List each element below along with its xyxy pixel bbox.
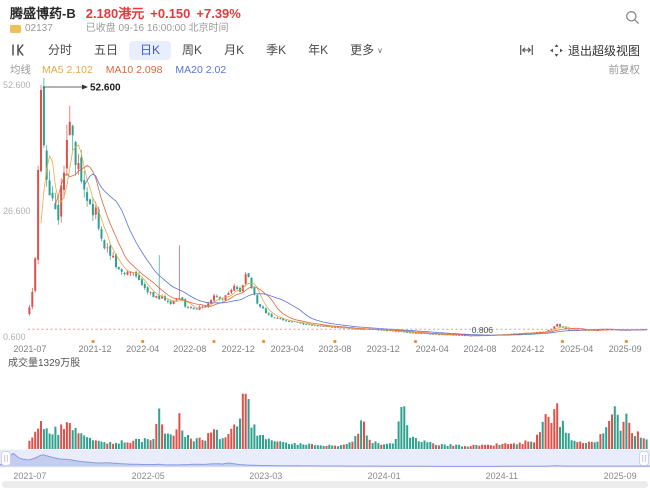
svg-text:26.600: 26.600 (3, 206, 31, 216)
svg-text:2024-11: 2024-11 (486, 471, 518, 481)
ma-indicator-list: MA5 2.102 MA10 2.098 MA20 2.02 (42, 63, 239, 76)
svg-text:52.600: 52.600 (90, 83, 121, 94)
tab-five-day[interactable]: 五日 (94, 42, 119, 57)
price-change: +0.150 (150, 6, 191, 21)
header: 腾盛博药-B 02137 2.180港元 +0.150 +7.39% 已收盘 0… (0, 0, 650, 38)
svg-text:2023-12: 2023-12 (367, 344, 400, 354)
fit-width-button[interactable] (519, 44, 534, 56)
chevron-down-icon: ∨ (377, 45, 383, 55)
chart-toolbar: 分时 五日 日K 周K 月K 季K 年K 更多 ∨ 退出超级视图 (0, 38, 650, 62)
market-status: 已收盘 09-16 16:00:00 北京时间 (85, 23, 229, 34)
tab-quarterly-k[interactable]: 季K (266, 42, 287, 57)
tab-monthly-k[interactable]: 月K (224, 42, 245, 57)
svg-text:2022-05: 2022-05 (132, 471, 165, 481)
svg-text:2021-12: 2021-12 (78, 344, 111, 354)
svg-text:2024-04: 2024-04 (416, 344, 449, 354)
ma-group-label: 均线 (10, 63, 31, 76)
compass-arrows-icon (550, 43, 563, 57)
collapse-chart-icon (12, 44, 24, 56)
stock-price: 2.180港元 (85, 6, 145, 21)
tab-yearly-k[interactable]: 年K (308, 42, 329, 57)
svg-text:2023-04: 2023-04 (271, 344, 304, 354)
collapse-panel-button[interactable] (10, 43, 25, 57)
price-row: 2.180港元 +0.150 +7.39% (86, 7, 241, 20)
exit-super-view-label: 退出超级视图 (567, 43, 640, 58)
svg-text:2021-07: 2021-07 (13, 471, 46, 481)
range-navigator[interactable] (0, 449, 650, 468)
low-price-annotation: 0.806 (472, 325, 494, 335)
svg-text:2025-09: 2025-09 (609, 344, 642, 354)
adjust-mode-label[interactable]: 前复权 (608, 63, 641, 76)
chart-period-tabs: 分时 五日 日K 周K 月K 季K 年K 更多 ∨ (37, 40, 394, 60)
tab-more[interactable]: 更多 ∨ (350, 42, 383, 57)
svg-text:2021-07: 2021-07 (13, 344, 46, 354)
x-axis-labels: 2021-07 2021-12 2022-04 2022-08 2022-12 2023-… (13, 344, 641, 354)
tab-timeshare[interactable]: 分时 (48, 42, 73, 57)
svg-text:2025-04: 2025-04 (560, 344, 593, 354)
chart-area: 52.600 26.600 0.600 52.600 0.806 2021-07 2021-… (0, 78, 650, 489)
event-markers (91, 339, 628, 344)
ma-lines (40, 144, 647, 336)
svg-text:0.806: 0.806 (472, 325, 494, 335)
svg-text:0.600: 0.600 (3, 332, 26, 342)
ma10-indicator[interactable]: MA10 2.098 (105, 63, 163, 76)
candlestick-series (28, 78, 648, 337)
horizontal-scrollbar[interactable] (2, 481, 648, 488)
right-range-handle[interactable] (639, 451, 649, 466)
quote-block: 2.180港元 +0.150 +7.39% 已收盘 09-16 16:00:00… (86, 7, 241, 34)
volume-bars (28, 393, 648, 449)
stock-code-row: 02137 (10, 24, 76, 34)
search-button[interactable] (625, 7, 640, 25)
volume-label: 成交量1329万股 (8, 358, 81, 369)
svg-text:2023-03: 2023-03 (249, 471, 282, 481)
ma5-indicator[interactable]: MA5 2.102 (42, 63, 93, 76)
svg-text:2022-04: 2022-04 (126, 344, 159, 354)
tab-daily-k[interactable]: 日K (129, 40, 172, 60)
hk-market-badge-icon (10, 25, 21, 33)
exit-super-view-button[interactable]: 退出超级视图 (550, 42, 640, 59)
stock-name: 腾盛博药-B (10, 6, 76, 21)
navigator-axis-labels: 2021-07 2022-05 2023-03 2024-01 2024-11 2025-… (13, 471, 636, 481)
svg-text:2024-01: 2024-01 (368, 471, 401, 481)
svg-text:2022-12: 2022-12 (222, 344, 255, 354)
tab-weekly-k[interactable]: 周K (182, 42, 203, 57)
ma20-indicator[interactable]: MA20 2.02 (175, 63, 227, 76)
svg-text:52.600: 52.600 (3, 80, 31, 90)
peak-annotation: 52.600 (42, 83, 121, 94)
svg-text:2025-09: 2025-09 (604, 471, 637, 481)
search-icon (626, 11, 639, 24)
svg-text:2024-12: 2024-12 (511, 344, 544, 354)
left-range-handle[interactable] (1, 451, 11, 466)
toolbar-right: 退出超级视图 (519, 42, 640, 59)
svg-text:2023-08: 2023-08 (318, 344, 351, 354)
price-change-percent: +7.39% (196, 6, 241, 21)
fit-width-icon (520, 45, 533, 55)
indicator-row: 均线 MA5 2.102 MA10 2.098 MA20 2.02 前复权 (0, 62, 650, 78)
svg-text:2024-08: 2024-08 (463, 344, 496, 354)
stock-code: 02137 (25, 23, 53, 34)
stock-identity: 腾盛博药-B 02137 (10, 7, 76, 34)
svg-text:2022-08: 2022-08 (173, 344, 206, 354)
y-axis-labels: 52.600 26.600 0.600 (3, 80, 31, 342)
